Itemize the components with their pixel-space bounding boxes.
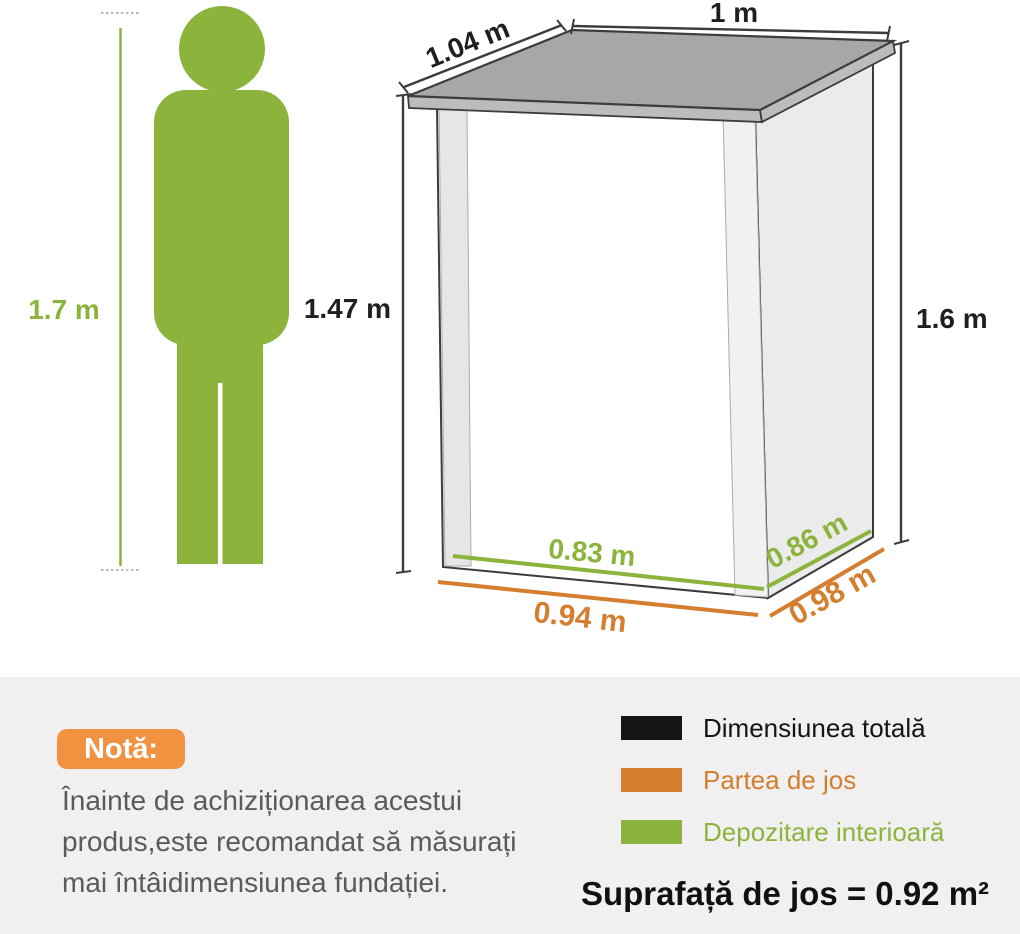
dimension-diagram: 1.7 m 1 m 1.04 m	[28, 0, 988, 639]
roof-width-label: 1 m	[710, 0, 758, 28]
legend-swatch-base	[621, 768, 682, 792]
roof-depth-tick-left	[398, 81, 409, 94]
shed-drawing	[407, 28, 898, 600]
shed-front-face	[435, 105, 770, 600]
info-panel: Notă: Înainte de achiziționarea acestui …	[0, 677, 1020, 934]
front-height-tick-top	[395, 93, 412, 97]
legend: Dimensiunea totală Partea de jos Depozit…	[621, 677, 981, 857]
note-line: mai întâidimensiunea fundației.	[62, 867, 449, 898]
front-height-tick-bottom	[395, 570, 412, 574]
roof-width-tick-left	[570, 18, 575, 35]
base-area-formula: Suprafață de jos = 0.92 m²	[580, 875, 990, 912]
person-leg-gap	[218, 383, 223, 564]
legend-label-total: Dimensiunea totală	[703, 712, 926, 743]
total-height-tick-bottom	[893, 539, 910, 545]
person-scale-figure: 1.7 m	[28, 6, 289, 571]
legend-item-total: Dimensiunea totală	[621, 713, 926, 743]
shed-left-corner-post	[438, 107, 472, 567]
note-badge-label: Notă:	[83, 732, 159, 765]
base-width-line	[437, 580, 759, 617]
interior-depth-line	[766, 529, 872, 589]
legend-label-interior: Depozitare interioară	[703, 816, 945, 847]
roof-depth-line	[403, 23, 563, 89]
shed-side-face	[753, 55, 874, 600]
person-torso	[154, 90, 289, 345]
base-width-label: 0.94 m	[532, 596, 629, 639]
roof-width-tick-right	[886, 25, 891, 42]
legend-item-base: Partea de jos	[621, 765, 856, 795]
person-height-label: 1.7 m	[28, 294, 100, 325]
roof-width-line	[572, 24, 890, 35]
total-height-tick-top	[893, 40, 910, 46]
shed-roof-top	[407, 28, 898, 112]
person-head	[179, 6, 265, 92]
note-line: produs,este recomandat să măsurați	[62, 826, 517, 857]
base-depth-line	[768, 547, 886, 618]
note-text: Înainte de achiziționarea acestui produs…	[62, 780, 582, 903]
note-line: Înainte de achiziționarea acestui	[62, 785, 463, 816]
roof-depth-tick-right	[556, 19, 567, 32]
legend-swatch-interior	[621, 820, 682, 844]
total-height-label: 1.6 m	[916, 303, 988, 334]
front-height-label: 1.47 m	[304, 293, 391, 324]
interior-width-line	[452, 554, 765, 591]
legend-swatch-total	[621, 716, 682, 740]
legend-label-base: Partea de jos	[703, 764, 857, 795]
legend-item-interior: Depozitare interioară	[621, 817, 944, 847]
note-badge: Notă:	[57, 729, 185, 769]
